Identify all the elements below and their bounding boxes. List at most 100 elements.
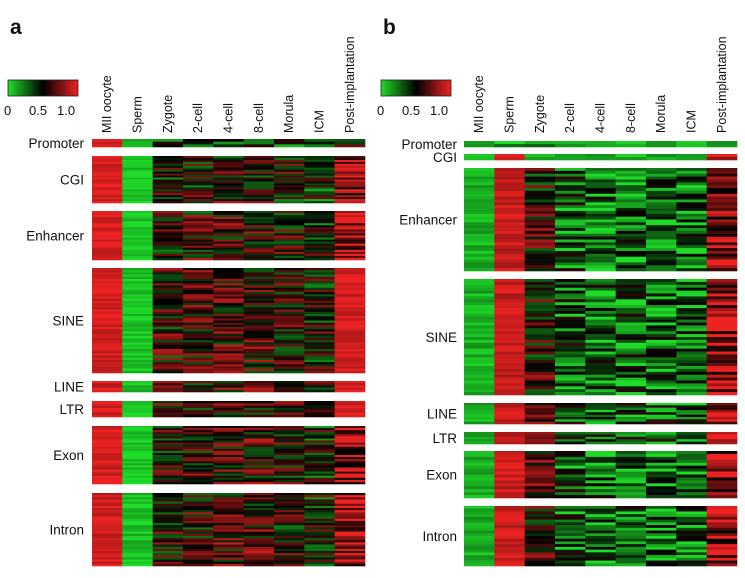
heatmap-cell xyxy=(183,348,214,352)
heatmap-cell xyxy=(92,173,123,176)
heatmap-cell xyxy=(92,357,123,361)
heatmap-cell xyxy=(334,249,366,253)
heatmap-cell xyxy=(585,222,616,226)
heatmap-cell xyxy=(615,465,647,469)
heatmap-cell xyxy=(646,208,677,212)
heatmap-cell xyxy=(122,512,153,515)
heatmap-cell xyxy=(464,536,495,540)
heatmap-cell xyxy=(243,322,275,326)
heatmap-cell xyxy=(152,465,184,468)
heatmap-cell xyxy=(274,557,305,560)
heatmap-cell xyxy=(274,316,305,319)
heatmap-cell xyxy=(464,453,495,458)
heatmap-cell xyxy=(585,196,616,200)
heatmap-cell xyxy=(555,462,586,466)
heatmap-cell xyxy=(646,310,677,315)
heatmap-cell xyxy=(92,281,123,284)
heatmap-cell xyxy=(183,251,214,255)
heatmap-cell xyxy=(92,235,123,238)
heatmap-cell xyxy=(304,533,335,537)
heatmap-cell xyxy=(304,197,335,200)
heatmap-cell xyxy=(615,208,647,212)
heatmap-cell xyxy=(646,308,677,312)
heatmap-cell xyxy=(213,510,244,513)
heatmap-cell xyxy=(615,468,647,472)
heatmap-cell xyxy=(274,385,305,388)
heatmap-cell xyxy=(152,197,184,200)
heatmap-cell xyxy=(494,213,525,217)
heatmap-cell xyxy=(555,173,586,177)
heatmap-cell xyxy=(555,417,586,420)
heatmap-cell xyxy=(524,182,556,186)
heatmap-cell xyxy=(646,182,677,186)
heatmap-cell xyxy=(646,302,677,306)
heatmap-cell xyxy=(274,191,305,194)
heatmap-cell xyxy=(676,519,707,523)
heatmap-cell xyxy=(524,293,556,297)
heatmap-cell xyxy=(183,318,214,321)
heatmap-cell xyxy=(706,468,738,472)
heatmap-cell xyxy=(334,294,366,297)
heatmap-cell xyxy=(183,340,214,343)
heatmap-cell xyxy=(274,165,305,169)
heatmap-cell xyxy=(274,141,305,145)
heatmap-cell xyxy=(585,322,616,326)
heatmap-cell xyxy=(676,176,707,180)
heatmap-cell xyxy=(706,439,738,442)
heatmap-cell xyxy=(555,141,586,145)
heatmap-cell xyxy=(555,176,586,180)
heatmap-cell xyxy=(304,434,335,437)
heatmap-cell xyxy=(585,245,616,249)
heatmap-cell xyxy=(183,195,214,198)
heatmap-cell xyxy=(243,296,275,299)
heatmap-cell xyxy=(585,268,616,272)
heatmap-cell xyxy=(92,278,123,282)
heatmap-cell xyxy=(152,346,184,350)
heatmap-cell xyxy=(646,508,677,512)
heatmap-cell xyxy=(585,508,616,512)
column-label-mii-oocyte: MII oocyte xyxy=(472,75,486,133)
heatmap-cell xyxy=(183,448,214,452)
heatmap-cell xyxy=(524,374,556,378)
heatmap-cell xyxy=(122,495,153,498)
heatmap-cell xyxy=(213,185,244,188)
heatmap-cell xyxy=(706,563,738,567)
heatmap-cell xyxy=(183,410,214,413)
heatmap-cell xyxy=(213,173,244,176)
column-label-icm: ICM xyxy=(685,110,699,133)
heatmap-cell xyxy=(304,213,335,216)
heatmap-cell xyxy=(183,370,214,374)
heatmap-cell xyxy=(92,381,123,384)
heatmap-cell xyxy=(555,436,586,440)
heatmap-cell xyxy=(615,414,647,418)
heatmap-cell xyxy=(213,281,244,284)
heatmap-cell xyxy=(706,459,738,464)
heatmap-cell xyxy=(706,432,738,435)
heatmap-cell xyxy=(243,430,275,433)
heatmap-cell xyxy=(646,486,677,490)
heatmap-cell xyxy=(152,355,184,358)
heatmap-cell xyxy=(334,516,366,520)
column-label-8-cell: 8-cell xyxy=(252,103,266,133)
heatmap-cell xyxy=(183,387,214,391)
heatmap-cell xyxy=(304,531,335,535)
heatmap-cell xyxy=(183,508,214,511)
heatmap-cell xyxy=(494,421,525,425)
heatmap-cell xyxy=(183,457,214,460)
heatmap-cell xyxy=(122,381,153,384)
heatmap-cell xyxy=(615,417,647,420)
heatmap-cell xyxy=(494,419,525,422)
heatmap-cell xyxy=(334,479,366,483)
heatmap-cell xyxy=(524,474,556,478)
heatmap-cell xyxy=(676,516,707,520)
heatmap-cell xyxy=(585,489,616,493)
heatmap-cell xyxy=(646,219,677,223)
heatmap-cell xyxy=(152,229,184,232)
heatmap-cell xyxy=(152,239,184,242)
heatmap-block-line xyxy=(92,381,366,393)
heatmap-cell xyxy=(464,380,495,384)
heatmap-cell xyxy=(585,410,616,413)
heatmap-cell xyxy=(494,170,525,175)
heatmap-cell xyxy=(646,483,677,487)
